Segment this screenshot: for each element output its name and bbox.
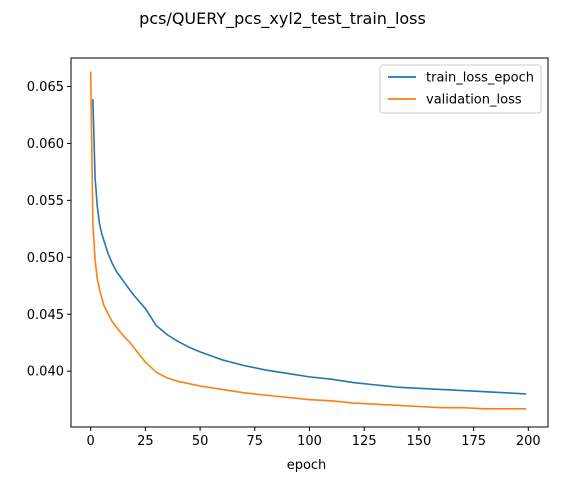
x-tick-label: 25 bbox=[137, 434, 154, 449]
series-line-validation-loss bbox=[89, 71, 527, 410]
series-line-train-loss-epoch bbox=[92, 98, 527, 395]
y-tick-label: 0.045 bbox=[27, 308, 64, 323]
axes-layer: 0 25 50 75 100 125 150 175 200 0.040 0.045 0.050 0.0… bbox=[27, 57, 549, 449]
x-tick-label: 75 bbox=[247, 434, 264, 449]
y-tick-label: 0.055 bbox=[27, 194, 64, 209]
legend-label-train-loss-epoch: train_loss_epoch bbox=[426, 71, 534, 86]
x-tick-label: 100 bbox=[297, 434, 322, 449]
x-tick-label: 125 bbox=[352, 434, 377, 449]
y-tick-label: 0.065 bbox=[27, 80, 64, 95]
y-tick-label: 0.060 bbox=[27, 137, 64, 152]
chart-title: pcs/QUERY_pcs_xyl2_test_train_loss bbox=[139, 9, 426, 29]
series-layer bbox=[89, 71, 527, 410]
y-tick-label: 0.050 bbox=[27, 251, 64, 266]
x-tick-label: 0 bbox=[87, 434, 95, 449]
x-tick-label: 50 bbox=[192, 434, 209, 449]
y-tick-label: 0.040 bbox=[27, 365, 64, 380]
x-tick-label: 175 bbox=[461, 434, 486, 449]
x-tick-label: 200 bbox=[516, 434, 541, 449]
legend-box bbox=[379, 64, 542, 114]
x-axis-label: epoch bbox=[287, 458, 327, 473]
x-tick-label: 150 bbox=[406, 434, 431, 449]
legend: train_loss_epoch validation_loss bbox=[379, 64, 542, 114]
legend-label-validation-loss: validation_loss bbox=[426, 93, 522, 108]
